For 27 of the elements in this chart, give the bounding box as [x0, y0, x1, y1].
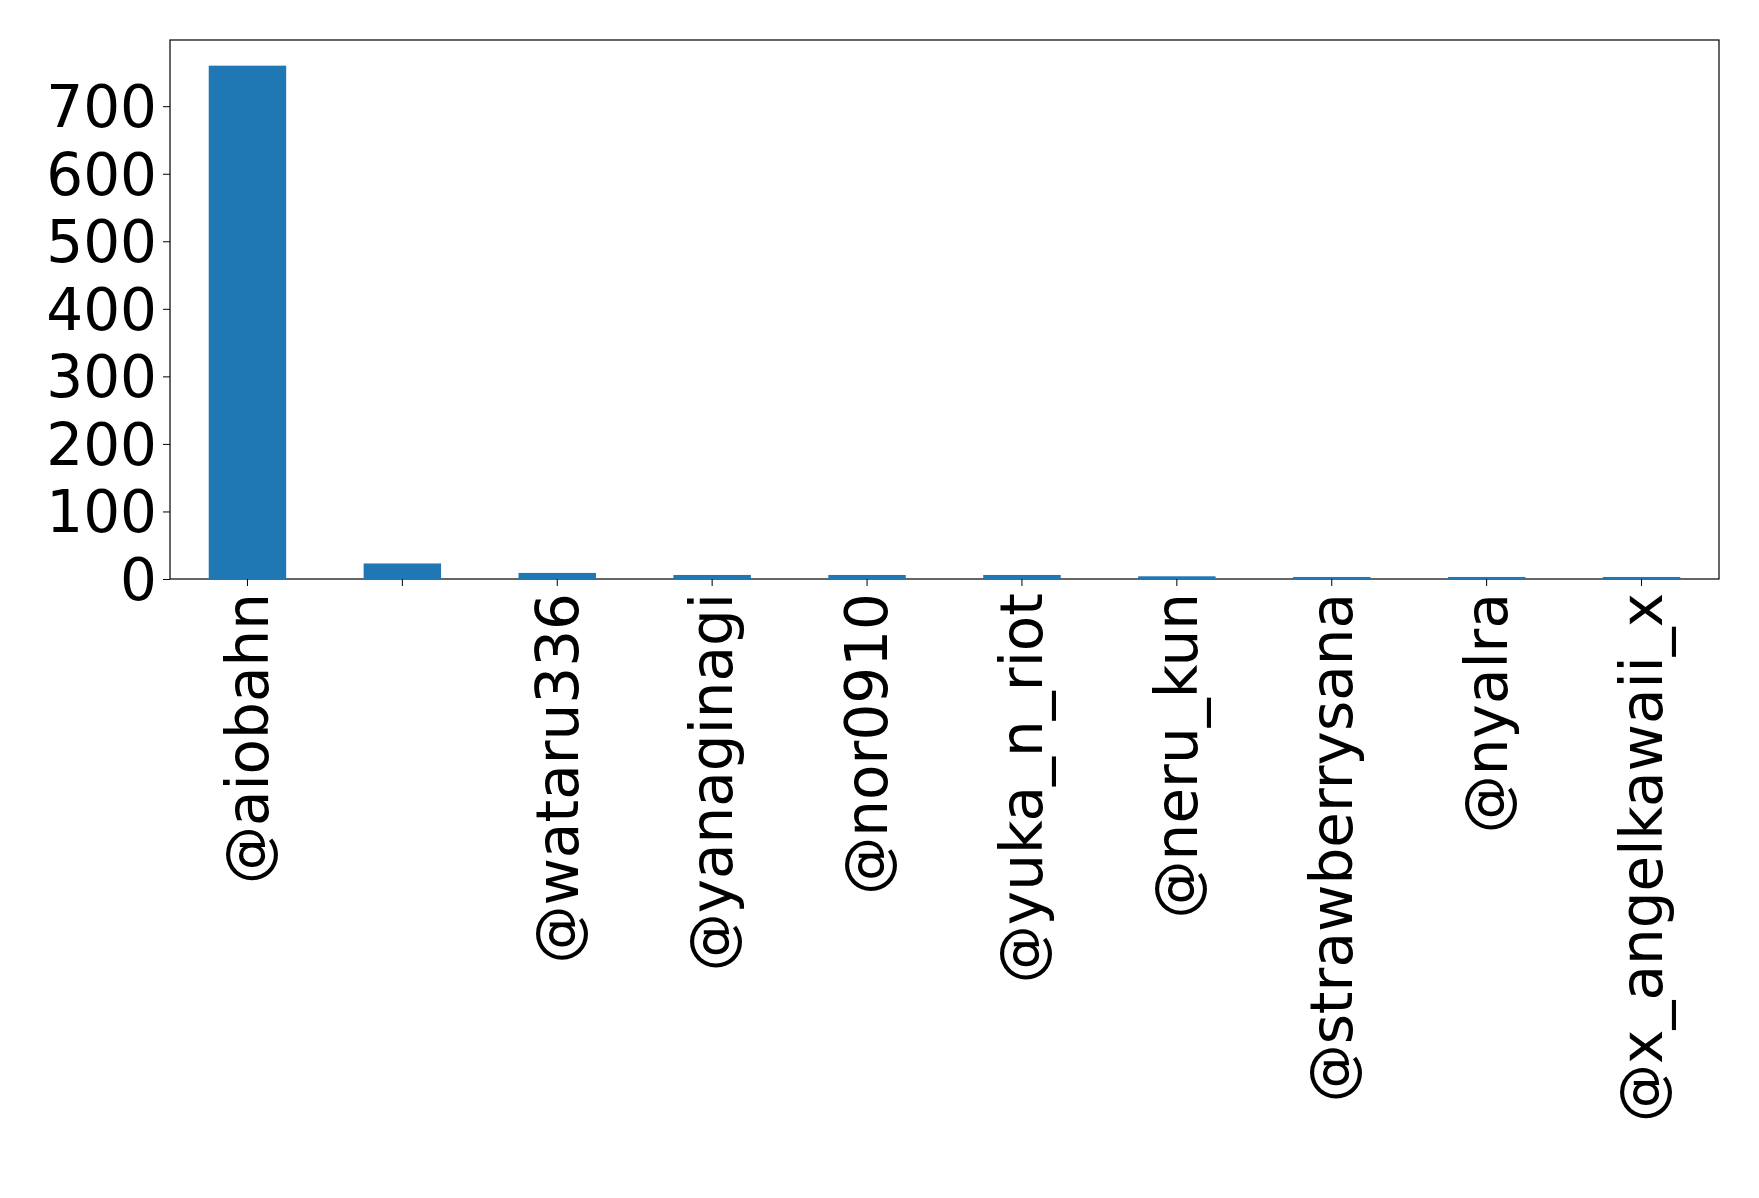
y-tick-label: 500	[46, 208, 157, 277]
x-tick-label: @nyalra	[1452, 593, 1521, 834]
x-tick-label: @neru_kun	[1143, 593, 1212, 919]
y-tick-label: 600	[46, 140, 157, 209]
bar	[1447, 576, 1526, 579]
y-tick-label: 400	[46, 275, 157, 344]
y-tick-label: 100	[46, 478, 157, 547]
y-tick-label: 200	[46, 410, 157, 479]
bar	[1293, 576, 1371, 579]
x-tick-label: @yuka_n_riot	[988, 593, 1057, 984]
x-tick-label: @x_angelkawaii_x	[1607, 593, 1676, 1122]
x-tick-label: @wataru336	[523, 593, 592, 964]
x-tick-label: @nor0910	[833, 593, 902, 895]
x-tick-label: @strawberrysana	[1298, 593, 1367, 1103]
x-tick-label: @aiobahn	[213, 593, 282, 885]
y-tick-label: 300	[46, 343, 157, 412]
bar	[673, 574, 751, 579]
y-tick-label: 700	[46, 72, 157, 141]
bar	[1138, 576, 1216, 579]
x-tick-label: @yanaginagi	[678, 593, 747, 972]
bar	[983, 574, 1061, 579]
bar	[208, 65, 287, 579]
bar	[363, 563, 442, 579]
bar	[1602, 576, 1681, 579]
y-tick-label: 0	[120, 545, 157, 614]
bar	[828, 574, 906, 579]
bar	[518, 572, 596, 579]
